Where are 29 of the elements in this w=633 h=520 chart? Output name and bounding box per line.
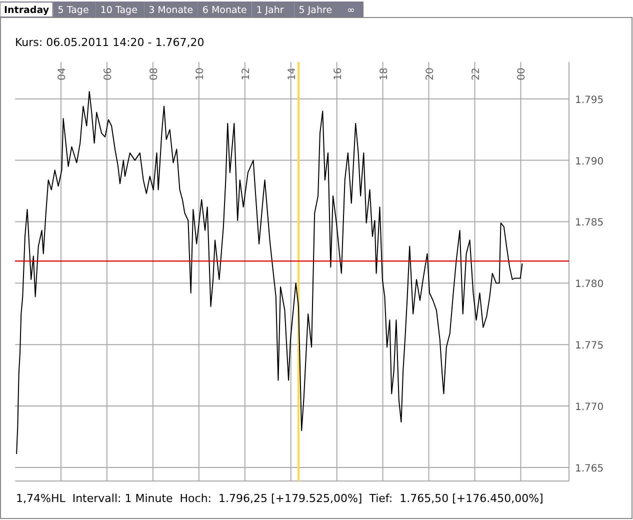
x-tick-label: 04 — [56, 68, 68, 80]
x-tick-label: 22 — [470, 68, 482, 80]
text: Intraday — [4, 5, 50, 16]
y-tick-label: 1.795 — [575, 94, 604, 106]
text: ∞ — [347, 5, 355, 16]
text: 5 Tage — [58, 5, 89, 16]
y-tick-label: 1.775 — [575, 340, 604, 352]
line-series — [16, 90, 523, 454]
y-tick-label: 1.780 — [575, 279, 604, 290]
y-tick-label: 1.770 — [575, 402, 604, 414]
x-tick-label: 14 — [286, 68, 298, 80]
y-tick-label: 1.765 — [575, 463, 604, 474]
text: 6 Monate — [202, 5, 248, 16]
x-tick-label: 10 — [194, 68, 206, 80]
x-tick-label: 18 — [378, 68, 390, 80]
x-tick-label: 20 — [424, 68, 436, 80]
x-tick-label: 12 — [240, 68, 252, 80]
text: 1 Jahr — [256, 5, 284, 16]
x-tick-label: 16 — [332, 68, 344, 80]
text: 5 Jahre — [298, 5, 332, 16]
y-tick-label: 1.790 — [575, 156, 604, 168]
text: 1,74%HL Intervall: 1 Minute Hoch: 1.796,25 [+179.525,00%] Tief: 1.765,50 [+176.450,00%] — [16, 492, 544, 505]
text: 10 Tage — [100, 5, 138, 16]
x-tick-label: 00 — [516, 68, 528, 80]
x-tick-label: 06 — [102, 68, 114, 80]
text: 3 Monate — [148, 5, 194, 16]
y-tick-label: 1.785 — [575, 218, 604, 229]
chart-title: Kurs: 06.05.2011 14:20 - 1.767,20 — [15, 36, 204, 49]
x-tick-label: 08 — [148, 68, 160, 80]
